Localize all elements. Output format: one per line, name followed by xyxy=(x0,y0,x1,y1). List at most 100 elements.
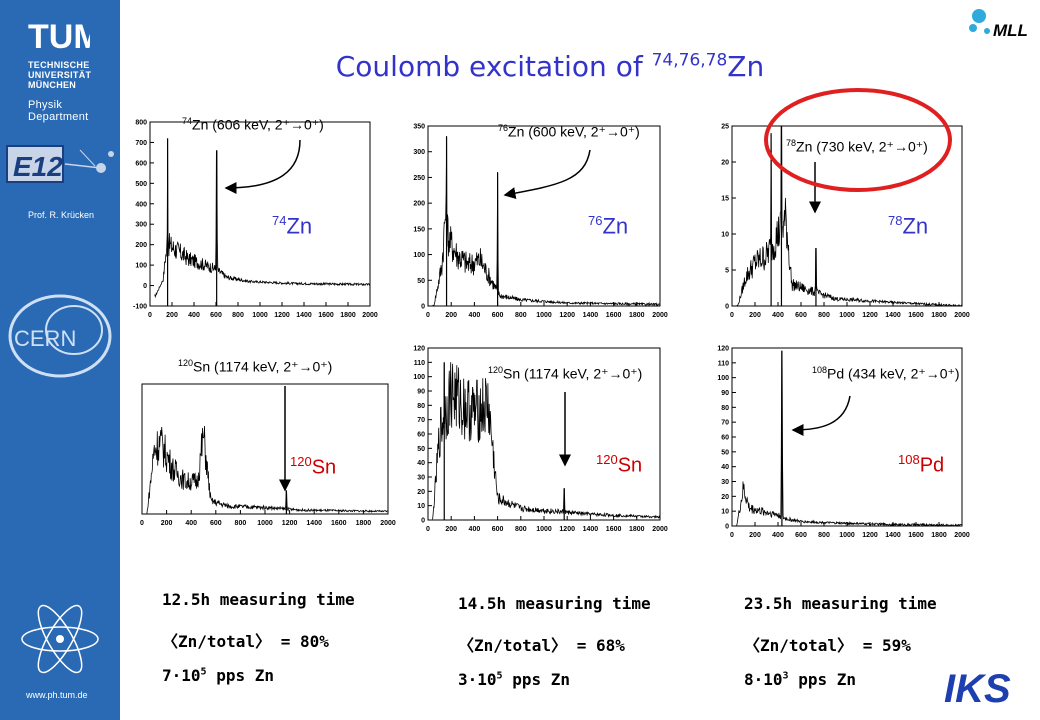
x-tick-label: 1600 xyxy=(606,312,622,319)
x-tick-label: 1200 xyxy=(862,532,878,539)
x-tick-label: 1600 xyxy=(908,312,924,319)
cern-logo-text: CERN xyxy=(14,326,76,351)
x-tick-label: 600 xyxy=(795,532,807,539)
y-tick-label: 5 xyxy=(725,268,729,275)
y-tick-label: 800 xyxy=(135,120,147,127)
y-tick-label: 0 xyxy=(725,304,729,311)
stats-ratio-1: 〈Zn/total〉 = 80% xyxy=(162,632,329,651)
y-tick-label: 90 xyxy=(417,389,425,396)
iks-logo-text: IKS xyxy=(944,667,1011,706)
isotope-label-78zn: 78Zn xyxy=(888,213,929,239)
x-tick-label: 400 xyxy=(188,312,200,319)
y-tick-label: 60 xyxy=(417,432,425,439)
y-tick-label: 80 xyxy=(417,403,425,410)
x-tick-label: 200 xyxy=(166,312,178,319)
y-tick-label: 100 xyxy=(413,252,425,259)
department-line-1: Physik xyxy=(28,99,63,111)
stats-block-1: 12.5h measuring time 〈Zn/total〉 = 80% 7·… xyxy=(162,590,355,704)
y-tick-label: 0 xyxy=(421,304,425,311)
plot-frame xyxy=(141,383,389,515)
x-tick-label: 200 xyxy=(445,312,457,319)
y-tick-label: 300 xyxy=(135,222,147,229)
x-tick-label: 800 xyxy=(232,312,244,319)
x-tick-label: 2000 xyxy=(954,532,970,539)
x-tick-label: 1000 xyxy=(536,312,552,319)
y-tick-label: 50 xyxy=(721,449,729,456)
annotation-120sn-a: 120Sn (1174 keV, 2⁺→0⁺) xyxy=(178,358,333,375)
tum-logo: TUM xyxy=(28,18,90,54)
x-tick-label: 200 xyxy=(445,526,457,533)
y-tick-label: 10 xyxy=(721,232,729,239)
y-tick-label: 20 xyxy=(721,494,729,501)
x-tick-label: 800 xyxy=(515,312,527,319)
y-tick-label: 110 xyxy=(718,360,729,367)
isotope-label-120sn-b: 120Sn xyxy=(596,452,643,477)
y-tick-label: 120 xyxy=(413,346,425,353)
y-tick-label: 200 xyxy=(413,201,425,208)
stats-time-3: 23.5h measuring time xyxy=(744,594,937,613)
x-tick-label: 1800 xyxy=(931,312,947,319)
spectrum-line xyxy=(736,350,962,528)
x-tick-label: 0 xyxy=(148,312,152,319)
y-tick-label: 110 xyxy=(414,360,425,367)
x-tick-label: 800 xyxy=(515,526,527,533)
stats-time-1: 12.5h measuring time xyxy=(162,590,355,609)
iks-logo: IKS xyxy=(944,667,1011,706)
x-tick-label: 1200 xyxy=(559,526,575,533)
title-element: Zn xyxy=(727,50,765,83)
y-tick-label: 10 xyxy=(721,509,729,516)
x-tick-label: 2000 xyxy=(652,526,668,533)
url-text: www.ph.tum.de xyxy=(26,690,88,700)
x-tick-label: 400 xyxy=(185,520,197,527)
y-tick-label: 350 xyxy=(413,124,425,131)
mll-logo-text: MLL xyxy=(993,21,1028,40)
y-tick-label: 120 xyxy=(717,346,729,353)
spectrum-line xyxy=(154,138,371,299)
title-prefix: Coulomb excitation of xyxy=(335,50,652,83)
y-tick-label: 700 xyxy=(135,140,147,147)
spectrum-line xyxy=(146,425,389,514)
x-tick-label: 0 xyxy=(426,526,430,533)
spectrum-line xyxy=(432,362,661,520)
x-tick-label: 1800 xyxy=(629,312,645,319)
y-tick-label: 0 xyxy=(143,283,147,290)
y-tick-label: 40 xyxy=(417,460,425,467)
x-tick-label: 0 xyxy=(730,312,734,319)
y-tick-label: 100 xyxy=(135,263,147,270)
x-tick-label: 1200 xyxy=(282,520,298,527)
e12-group-logo: E12 xyxy=(6,145,114,183)
e12-logo-text: E12 xyxy=(13,151,63,182)
x-tick-label: 1200 xyxy=(274,312,290,319)
isotope-label-74zn: 74Zn xyxy=(272,213,313,239)
x-tick-label: 2000 xyxy=(380,520,396,527)
y-tick-label: 200 xyxy=(135,242,147,249)
x-tick-label: 600 xyxy=(210,312,222,319)
x-tick-label: 1400 xyxy=(885,532,901,539)
department-line-2: Department xyxy=(28,111,89,123)
x-tick-label: 1400 xyxy=(583,526,599,533)
x-tick-label: 1400 xyxy=(306,520,322,527)
spectrum-plot-76zn: 0 200 400 600 800 1000 1200 1400 1600 1800 2000 0 50… xyxy=(413,124,668,320)
x-tick-label: 800 xyxy=(818,312,830,319)
x-tick-label: 600 xyxy=(492,526,504,533)
y-tick-label: 20 xyxy=(417,489,425,496)
cern-logo: CERN xyxy=(2,290,118,382)
university-line-3: MÜNCHEN xyxy=(28,80,77,90)
x-tick-label: 400 xyxy=(772,532,784,539)
stats-ratio-3: 〈Zn/total〉 = 59% xyxy=(744,636,911,655)
y-tick-label: 0 xyxy=(725,524,729,531)
x-tick-label: 1800 xyxy=(340,312,356,319)
y-tick-label: 70 xyxy=(417,417,425,424)
x-tick-label: 1600 xyxy=(331,520,347,527)
x-tick-label: 600 xyxy=(210,520,222,527)
stats-rate-1: 7·105 pps Zn xyxy=(162,666,274,685)
x-tick-label: 1600 xyxy=(606,526,622,533)
y-tick-label: 40 xyxy=(721,464,729,471)
stats-rate-2: 3·105 pps Zn xyxy=(458,670,570,689)
y-tick-label: 10 xyxy=(417,503,425,510)
spectrum-plot-120sn-b: 0 200 400 600 800 1000 1200 1400 1600 1800 2000 0 10… xyxy=(413,346,668,534)
stats-ratio-2: 〈Zn/total〉 = 68% xyxy=(458,636,625,655)
annotation-108pd: 108Pd (434 keV, 2⁺→0⁺) xyxy=(812,365,960,382)
y-tick-label: 50 xyxy=(417,446,425,453)
y-tick-label: 0 xyxy=(421,518,425,525)
